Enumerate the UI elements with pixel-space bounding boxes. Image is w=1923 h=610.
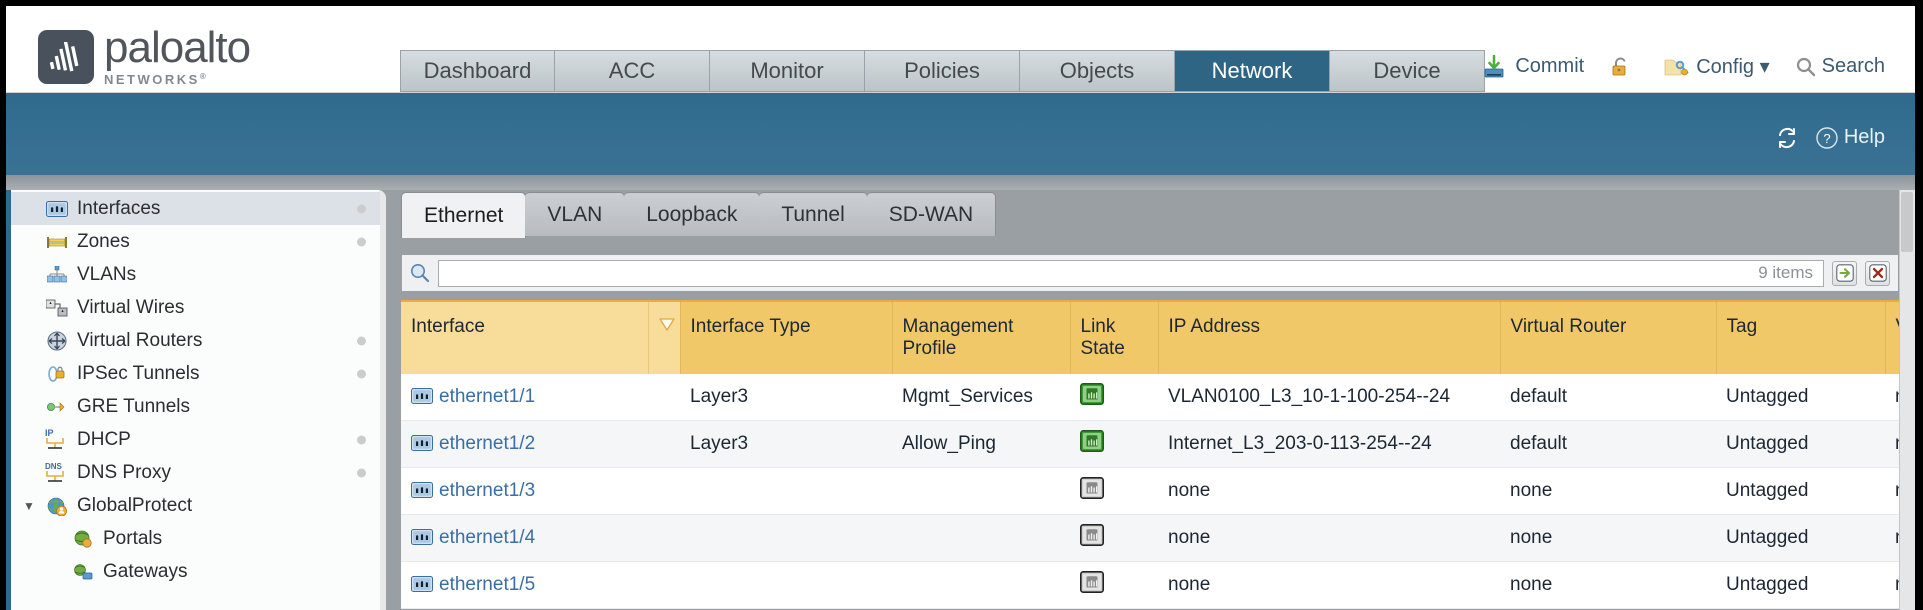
- svg-text:?: ?: [1823, 131, 1830, 146]
